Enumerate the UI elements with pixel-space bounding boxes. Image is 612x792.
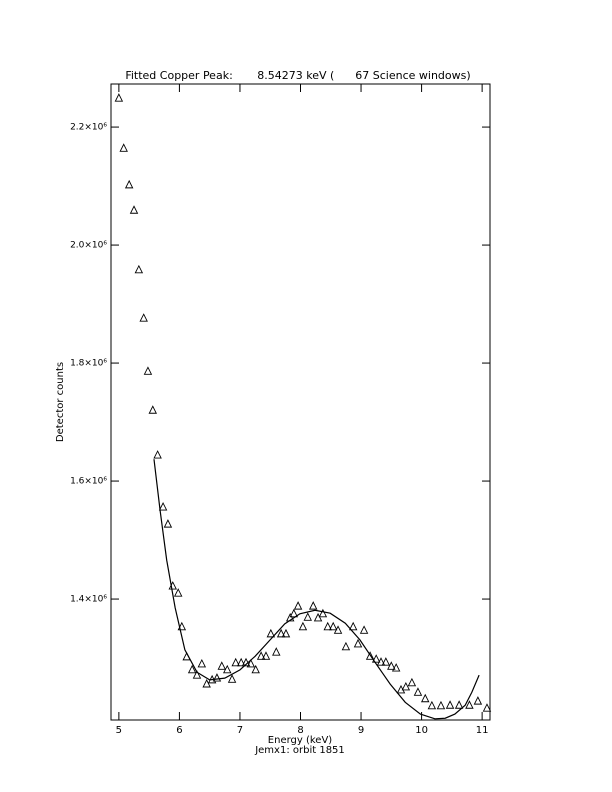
data-point [348, 621, 358, 631]
x-tick-label: 11 [476, 725, 489, 736]
data-point [293, 601, 303, 610]
y-tick-label: 2.2×10⁶ [70, 123, 107, 133]
data-point [328, 621, 338, 631]
y-tick-label: 1.6×10⁶ [70, 477, 107, 487]
data-point [119, 143, 128, 152]
data-point [482, 703, 492, 712]
y-tick-label: 1.4×10⁶ [70, 595, 107, 605]
data-point [427, 700, 437, 710]
data-point [148, 405, 158, 414]
data-point [261, 651, 271, 660]
x-tick-label: 5 [116, 725, 122, 736]
data-point [246, 658, 256, 668]
data-point [129, 205, 139, 214]
data-point [413, 687, 423, 696]
data-point [153, 450, 162, 459]
data-point [177, 621, 187, 631]
data-point [202, 679, 211, 688]
data-point [323, 621, 332, 631]
data-point [124, 179, 134, 189]
data-point [401, 681, 411, 691]
data-point [276, 628, 286, 638]
data-point [163, 519, 173, 528]
data-point [134, 264, 144, 274]
data-point [371, 654, 381, 663]
data-point [381, 657, 391, 666]
data-point [365, 651, 375, 660]
data-point [303, 612, 312, 621]
data-point [197, 658, 207, 668]
data-point [173, 588, 183, 597]
data-point [308, 601, 318, 610]
data-point [298, 621, 308, 631]
data-point [114, 93, 124, 102]
chart-title: Fitted Copper Peak: 8.54273 keV ( 67 Sci… [125, 69, 470, 82]
data-point [217, 661, 227, 670]
data-point [465, 700, 474, 709]
data-point [187, 664, 197, 674]
data-point [256, 651, 266, 660]
data-point [139, 313, 148, 322]
data-point [313, 612, 323, 622]
data-point [454, 700, 464, 709]
data-point [266, 628, 276, 638]
x-tick-label: 8 [297, 725, 303, 736]
x-tick-label: 9 [358, 725, 364, 736]
data-point [420, 693, 430, 703]
data-point [227, 674, 237, 683]
data-point [391, 663, 401, 672]
data-point [192, 670, 202, 679]
data-point [436, 700, 446, 710]
x-tick-label: 7 [237, 725, 243, 736]
y-axis-label: Detector counts [55, 362, 66, 442]
subtitle: Jemx1: orbit 1851 [254, 745, 345, 756]
data-point [212, 673, 222, 682]
data-point [223, 664, 232, 674]
x-axis-label: Energy (keV) [268, 735, 333, 746]
data-point [341, 641, 351, 651]
data-point [272, 647, 281, 656]
data-point [289, 608, 299, 618]
data-point [281, 628, 291, 638]
data-point [158, 502, 168, 511]
data-point [353, 638, 363, 648]
data-point [407, 677, 417, 687]
data-point [231, 657, 240, 667]
data-point [333, 625, 343, 634]
x-tick-label: 6 [176, 725, 182, 736]
data-point [236, 657, 246, 667]
y-tick-label: 2.0×10⁶ [70, 241, 107, 251]
data-point [376, 657, 386, 666]
fit-line [153, 459, 480, 720]
x-tick-label: 10 [415, 725, 428, 736]
data-point [473, 696, 483, 705]
data-point [359, 625, 369, 634]
data-point [143, 366, 153, 375]
y-tick-label: 1.8×10⁶ [70, 359, 107, 369]
data-point [445, 700, 455, 709]
data-point [387, 661, 396, 670]
data-point [318, 608, 328, 618]
data-point [251, 664, 260, 674]
